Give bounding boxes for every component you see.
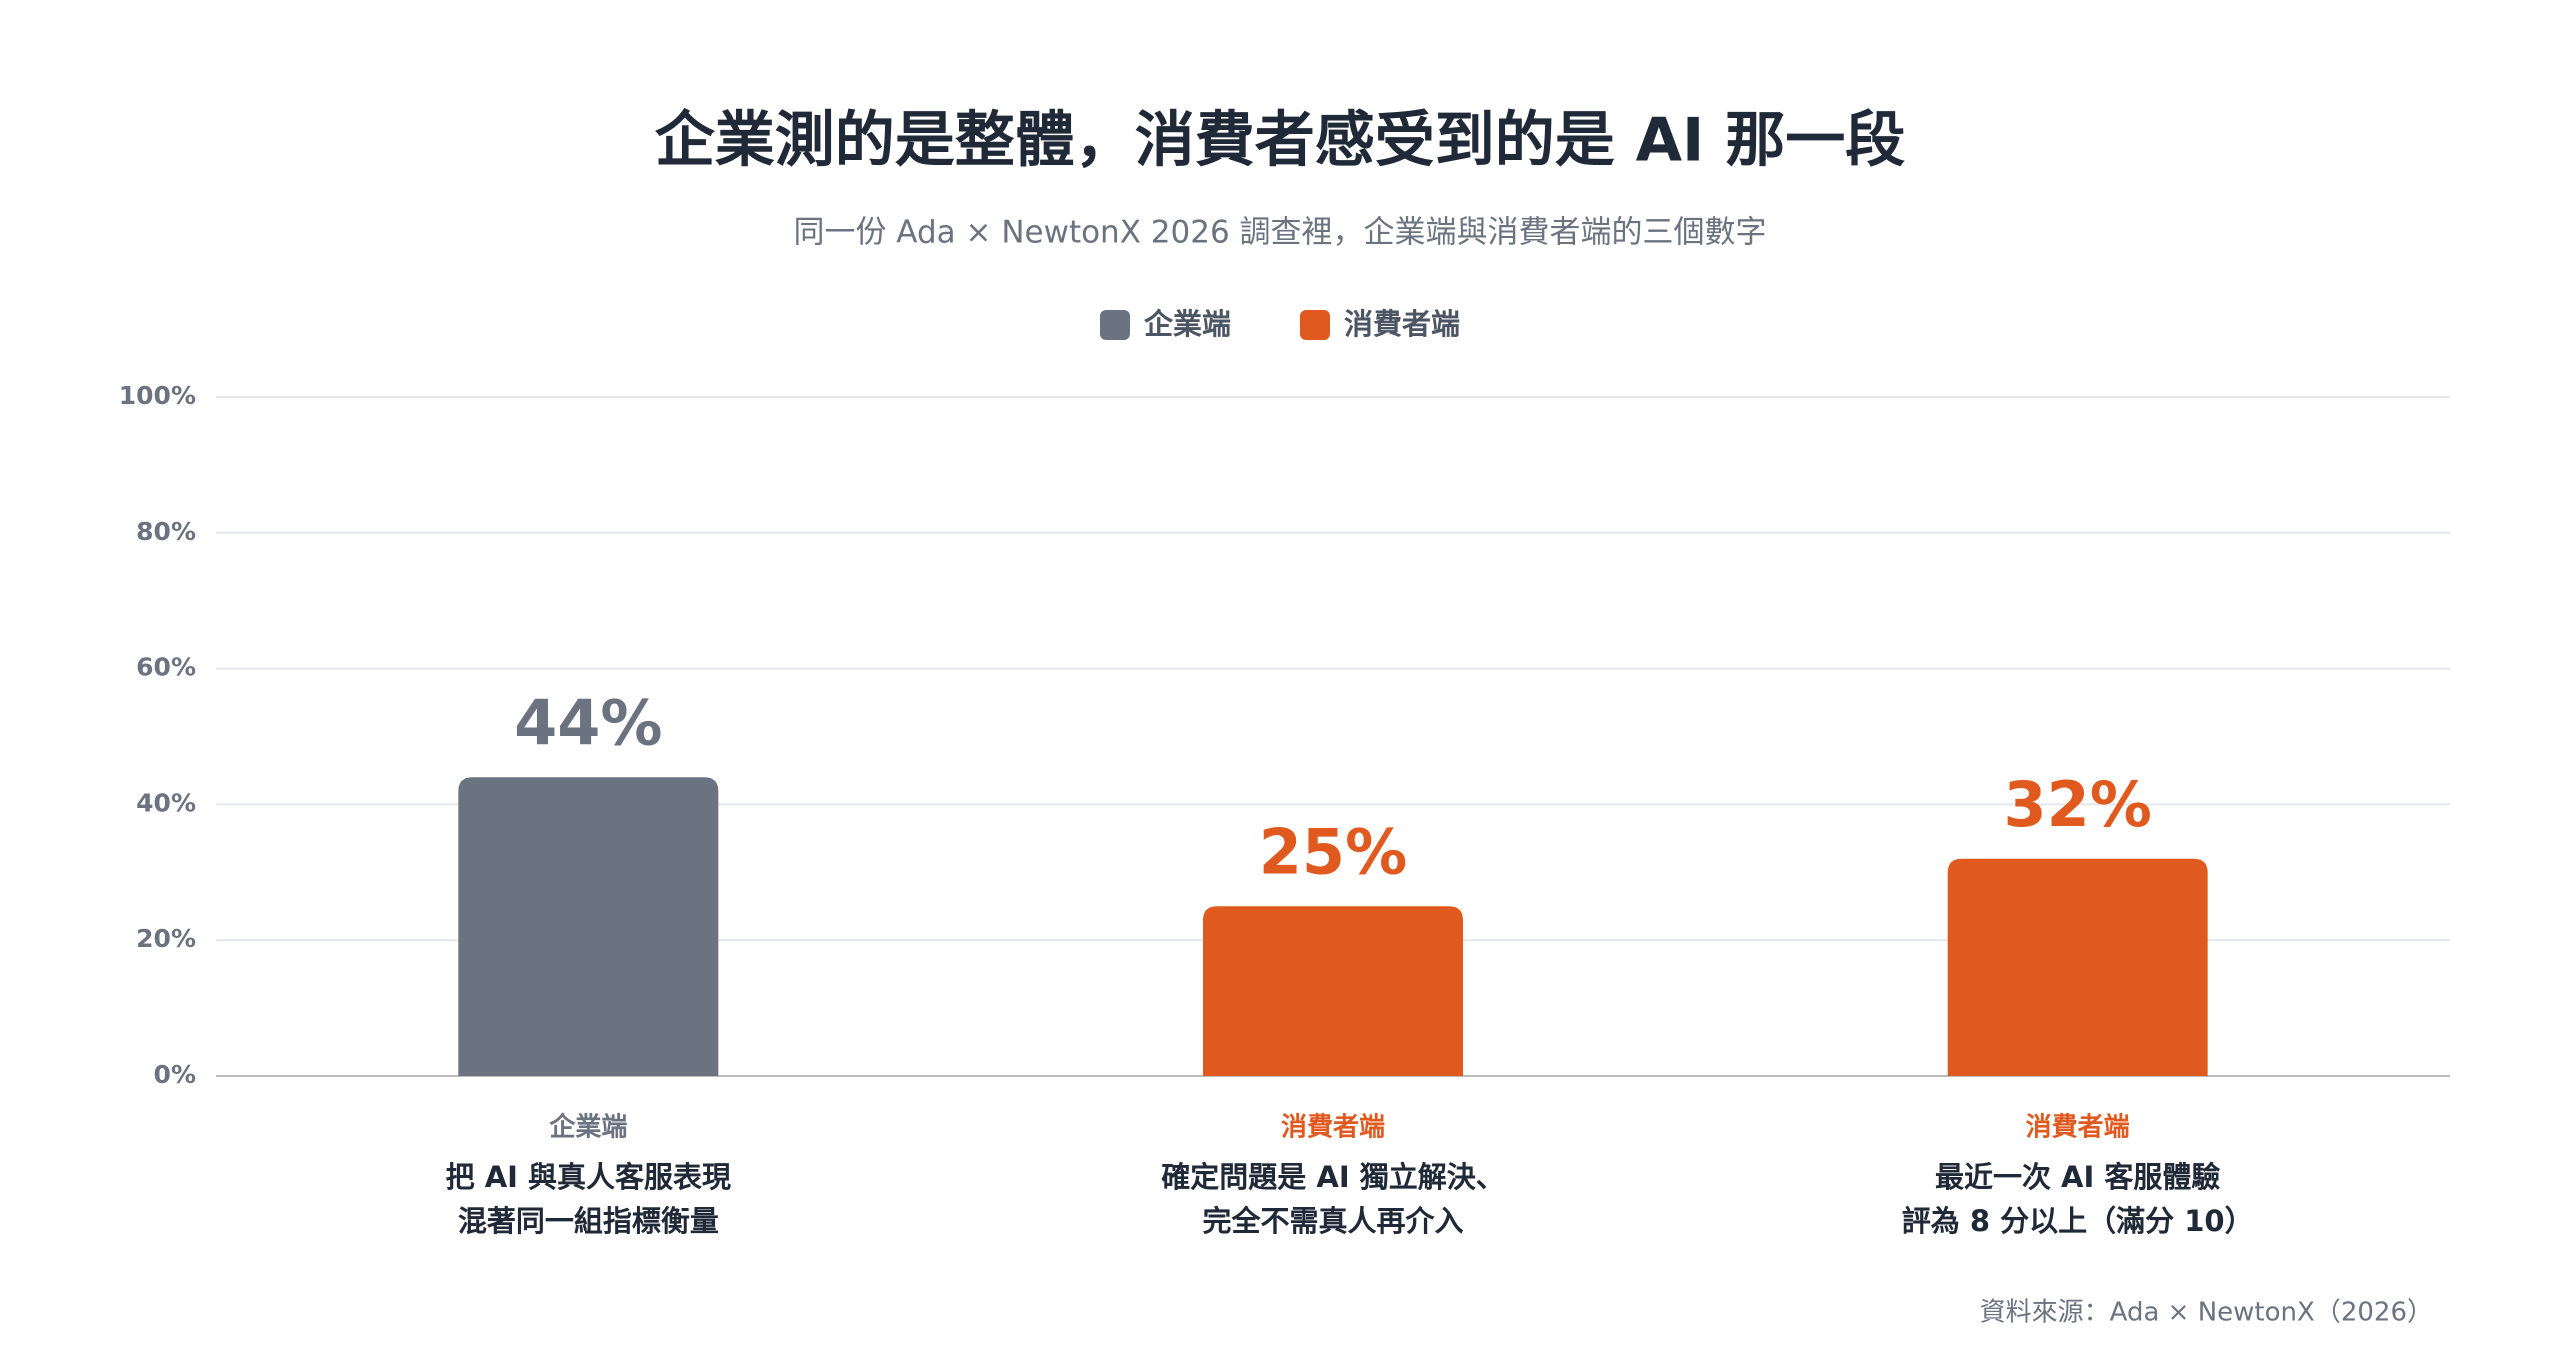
value-label: 44%: [514, 686, 662, 759]
y-tick-label: 0%: [154, 1060, 196, 1089]
x-tick-label: 消費者端: [2026, 1113, 2130, 1143]
value-label: 32%: [2003, 768, 2151, 841]
category-description: 最近一次 AI 客服體驗: [1935, 1160, 2220, 1194]
legend-swatch: [1100, 310, 1130, 340]
chart-subtitle: 同一份 Ada × NewtonX 2026 調查裡，企業端與消費者端的三個數字: [793, 215, 1766, 251]
value-label: 25%: [1259, 815, 1407, 888]
legend-swatch: [1300, 310, 1330, 340]
source-note: 資料來源：Ada × NewtonX（2026）: [1980, 1298, 2433, 1328]
y-tick-label: 40%: [136, 788, 196, 817]
bar: [1947, 858, 2208, 1076]
x-tick-label: 消費者端: [1281, 1113, 1385, 1143]
y-tick-label: 80%: [136, 517, 196, 546]
category-description: 確定問題是 AI 獨立解決、: [1161, 1160, 1504, 1194]
y-tick-label: 100%: [119, 381, 196, 410]
category-description: 把 AI 與真人客服表現: [446, 1160, 731, 1194]
legend-label: 企業端: [1144, 307, 1231, 341]
category-description: 完全不需真人再介入: [1202, 1204, 1463, 1238]
category-description: 混著同一組指標衡量: [458, 1204, 719, 1238]
bar: [1203, 906, 1463, 1076]
y-tick-label: 20%: [136, 924, 196, 953]
legend-label: 消費者端: [1344, 307, 1460, 341]
category-description: 評為 8 分以上（滿分 10）: [1902, 1204, 2254, 1238]
y-tick-label: 60%: [136, 653, 196, 682]
chart-title: 企業測的是整體，消費者感受到的是 AI 那一段: [655, 106, 1906, 176]
x-tick-label: 企業端: [549, 1112, 627, 1143]
bar: [458, 777, 719, 1076]
